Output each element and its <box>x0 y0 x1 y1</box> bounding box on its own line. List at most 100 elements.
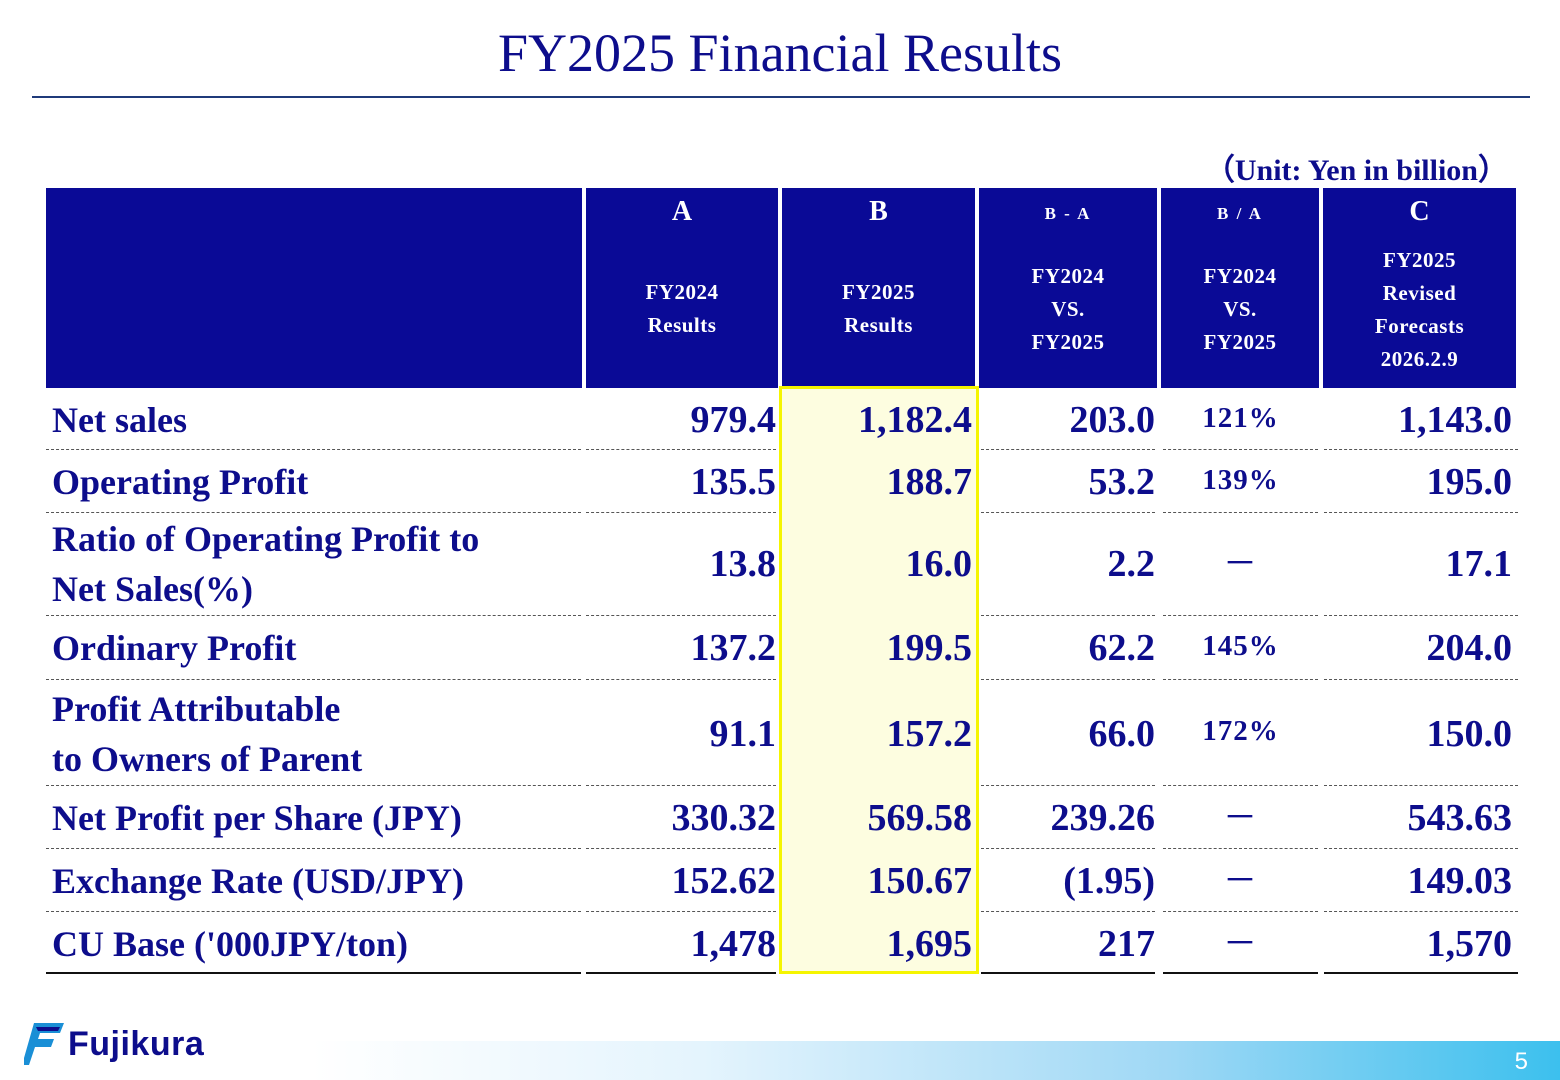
header-blank-cell <box>46 188 582 388</box>
logo-wordmark: Fujikura <box>68 1024 205 1063</box>
separator-line <box>586 512 776 513</box>
cell-a: 330.32 <box>671 797 777 839</box>
header-col-c-letter: C <box>1409 196 1430 227</box>
highlight-column-b <box>781 388 977 972</box>
separator-line <box>586 848 776 849</box>
table-row-exchange-rate: Exchange Rate (USD/JPY) 152.62 150.67 (1… <box>0 851 1560 911</box>
separator-line <box>981 512 1155 513</box>
bottom-rule <box>981 972 1155 974</box>
separator-line <box>981 848 1155 849</box>
cell-diff: 53.2 <box>1088 461 1156 503</box>
table-row-operating-ratio: Ratio of Operating Profit to Net Sales(%… <box>0 514 1560 614</box>
header-col-c: C FY2025 Revised Forecasts 2026.2.9 <box>1323 188 1516 388</box>
header-col-b: B FY2025 Results <box>782 188 975 388</box>
header-col-ratio-letter: B / A <box>1217 204 1263 223</box>
separator-line <box>46 512 581 513</box>
row-label: Operating Profit <box>52 462 309 502</box>
cell-ratio: － <box>1223 862 1258 900</box>
cell-b: 188.7 <box>886 461 973 503</box>
separator-line <box>46 911 581 912</box>
separator-line <box>1324 785 1518 786</box>
separator-line <box>586 679 776 680</box>
separator-line <box>1324 848 1518 849</box>
separator-line <box>1163 911 1318 912</box>
separator-line <box>981 615 1155 616</box>
header-col-c-label: FY2025 Revised Forecasts 2026.2.9 <box>1374 248 1465 371</box>
row-label: Net sales <box>52 400 187 440</box>
table-row-operating-profit: Operating Profit 135.5 188.7 53.2 139% 1… <box>0 452 1560 512</box>
cell-diff: 62.2 <box>1088 627 1156 669</box>
separator-line <box>981 911 1155 912</box>
header-col-b-label: FY2025 Results <box>842 280 915 337</box>
row-label: Profit Attributable to Owners of Parent <box>52 689 363 779</box>
cell-b: 569.58 <box>867 797 973 839</box>
header-col-diff-label: FY2024 VS. FY2025 <box>1031 264 1105 354</box>
fujikura-logo-icon <box>24 1023 64 1065</box>
cell-b: 16.0 <box>905 543 973 585</box>
separator-line <box>46 615 581 616</box>
cell-b: 199.5 <box>886 627 973 669</box>
cell-c: 204.0 <box>1426 627 1513 669</box>
cell-a: 137.2 <box>690 627 777 669</box>
separator-line <box>1324 679 1518 680</box>
separator-line <box>1324 911 1518 912</box>
cell-diff: (1.95) <box>1063 860 1155 902</box>
footer-band <box>0 1041 1560 1080</box>
table-row-cu-base: CU Base ('000JPY/ton) 1,478 1,695 217 － … <box>0 914 1560 974</box>
cell-ratio: － <box>1223 925 1258 963</box>
header-col-a-letter: A <box>671 196 693 227</box>
header-col-diff-letter: B - A <box>1044 204 1092 223</box>
separator-line <box>1163 679 1318 680</box>
cell-a: 1,478 <box>690 923 777 965</box>
cell-diff: 239.26 <box>1050 797 1156 839</box>
separator-line <box>46 449 581 450</box>
cell-a: 979.4 <box>690 399 777 441</box>
separator-line <box>46 785 581 786</box>
separator-line <box>1163 615 1318 616</box>
cell-ratio: 121% <box>1202 401 1279 434</box>
bottom-rule <box>586 972 776 974</box>
row-label: CU Base ('000JPY/ton) <box>52 924 408 964</box>
cell-b: 150.67 <box>867 860 973 902</box>
header-col-a: A FY2024 Results <box>586 188 778 388</box>
cell-diff: 217 <box>1098 923 1155 965</box>
header-col-a-label: FY2024 Results <box>645 280 719 337</box>
row-label: Exchange Rate (USD/JPY) <box>52 861 464 901</box>
cell-c: 17.1 <box>1445 543 1513 585</box>
cell-ratio: 172% <box>1202 714 1279 747</box>
separator-line <box>586 785 776 786</box>
separator-line <box>1324 615 1518 616</box>
separator-line <box>586 911 776 912</box>
separator-line <box>981 679 1155 680</box>
cell-ratio: 145% <box>1202 629 1279 662</box>
cell-a: 91.1 <box>709 713 777 755</box>
cell-c: 150.0 <box>1426 713 1513 755</box>
separator-line <box>1163 848 1318 849</box>
cell-a: 13.8 <box>709 543 777 585</box>
page-title: FY2025 Financial Results <box>498 23 1062 83</box>
separator-line <box>46 679 581 680</box>
table-row-ordinary-profit: Ordinary Profit 137.2 199.5 62.2 145% 20… <box>0 618 1560 678</box>
row-label: Net Profit per Share (JPY) <box>52 798 462 838</box>
separator-line <box>981 449 1155 450</box>
fujikura-logo: Fujikura <box>24 1018 204 1070</box>
cell-c: 1,143.0 <box>1398 399 1512 441</box>
highlight-column-b-border <box>779 386 979 974</box>
cell-b: 1,182.4 <box>858 399 972 441</box>
separator-line <box>586 449 776 450</box>
header-col-diff: B - A FY2024 VS. FY2025 <box>979 188 1157 388</box>
row-label: Ratio of Operating Profit to Net Sales(%… <box>52 519 480 609</box>
title-divider <box>32 96 1530 98</box>
unit-note: （Unit: Yen in billion） <box>1204 154 1508 187</box>
separator-line <box>1163 449 1318 450</box>
cell-ratio: 139% <box>1202 463 1279 496</box>
cell-diff: 203.0 <box>1069 399 1156 441</box>
separator-line <box>1324 449 1518 450</box>
cell-diff: 2.2 <box>1107 543 1156 585</box>
cell-a: 152.62 <box>671 860 777 902</box>
table-row-profit-attributable: Profit Attributable to Owners of Parent … <box>0 682 1560 786</box>
cell-c: 543.63 <box>1407 797 1513 839</box>
table-row-net-profit-per-share: Net Profit per Share (JPY) 330.32 569.58… <box>0 788 1560 848</box>
header-col-ratio-label: FY2024 VS. FY2025 <box>1203 264 1277 354</box>
separator-line <box>1163 785 1318 786</box>
